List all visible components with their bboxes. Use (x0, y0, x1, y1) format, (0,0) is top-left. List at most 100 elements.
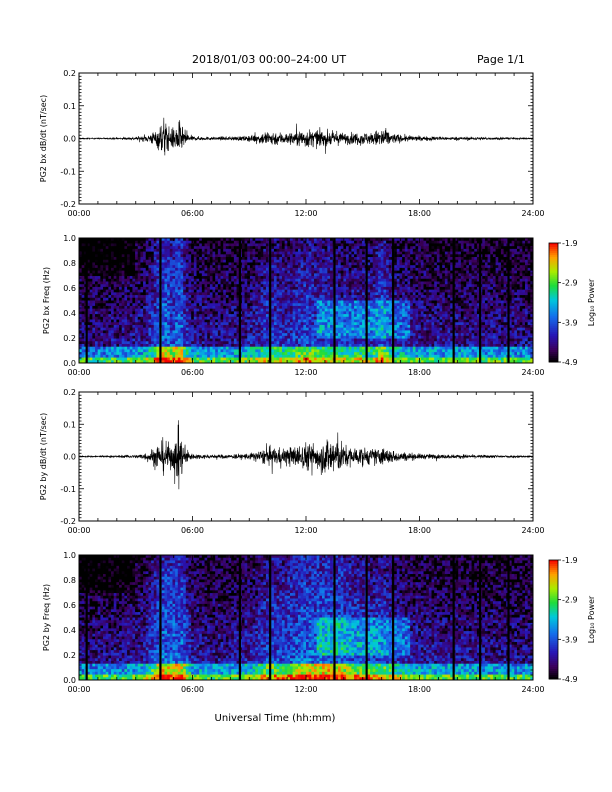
spectrogram-cell (359, 262, 363, 266)
spectrogram-cell (105, 281, 109, 285)
spectrogram-cell (191, 297, 195, 301)
spectrogram-cell (300, 246, 304, 250)
spectrogram-cell (292, 354, 296, 358)
spectrogram-cell (191, 270, 195, 274)
spectrogram-cell (151, 289, 155, 293)
spectrogram-cell (79, 289, 83, 293)
spectrogram-cell (95, 284, 99, 288)
spectrogram-cell (297, 305, 302, 310)
spectrogram-cell (303, 357, 307, 361)
spectrogram-cell (335, 289, 339, 293)
spectrogram-cell (231, 360, 235, 364)
spectrogram-cell (108, 254, 112, 258)
spectrogram-cell (292, 248, 296, 252)
spectrogram-cell (161, 270, 165, 274)
spectrogram-cell (300, 341, 304, 345)
spectrogram-cell (306, 273, 310, 277)
spectrogram-cell (306, 262, 310, 266)
spectrogram-cell (140, 257, 144, 261)
spectrogram-cell (220, 295, 224, 299)
spectrogram-cell (306, 319, 310, 323)
spectrogram-cell (335, 308, 339, 312)
spectrogram-cell (129, 327, 133, 331)
spectrogram-cell (92, 357, 96, 361)
spectrogram-cell (241, 278, 245, 282)
spectrogram-cell (255, 354, 259, 358)
spectrogram-cell (308, 292, 312, 296)
spectrogram-cell (103, 305, 107, 310)
spectrogram-cell (132, 319, 136, 323)
spectrogram-cell (161, 273, 165, 277)
spectrogram-cell (137, 352, 141, 356)
spectrogram-cell (220, 303, 224, 307)
spectrogram-cell (177, 341, 181, 345)
spectrogram-cell (297, 330, 302, 334)
spectrogram-cell (103, 352, 107, 356)
spectrogram-cell (247, 278, 251, 282)
spectrogram-cell (119, 300, 123, 304)
spectrogram-cell (97, 352, 101, 356)
spectrogram-cell (279, 352, 283, 356)
spectrogram-cell (188, 335, 192, 339)
spectrogram-cell (119, 352, 123, 356)
spectrogram-cell (212, 297, 216, 301)
spectrogram-cell (151, 303, 155, 307)
spectrogram-cell (260, 300, 264, 304)
spectrogram-cell (260, 357, 264, 361)
spectrogram-cell (319, 259, 323, 263)
spectrogram-cell (151, 246, 155, 250)
spectrogram-cell (263, 352, 267, 356)
spectrogram-cell (303, 243, 307, 247)
spectrogram-cell (343, 254, 347, 258)
spectrogram-cell (81, 284, 85, 288)
spectrogram-cell (183, 273, 187, 277)
spectrogram-cell (167, 349, 171, 353)
spectrogram-cell (207, 289, 211, 293)
spectrogram-cell (81, 273, 85, 277)
spectrogram-cell (209, 343, 213, 348)
spectrogram-cell (148, 240, 152, 244)
spectrogram-cell (338, 262, 342, 266)
spectrogram-cell (148, 319, 152, 323)
spectrogram-cell (164, 273, 168, 277)
spectrogram-cell (97, 240, 101, 244)
spectrogram-cell (143, 262, 147, 266)
spectrogram-cell (281, 284, 286, 288)
spectrogram-cell (308, 352, 312, 356)
spectrogram-cell (319, 276, 323, 280)
spectrogram-cell (105, 305, 109, 310)
spectrogram-cell (193, 322, 197, 326)
spectrogram-cell (303, 297, 307, 301)
spectrogram-cell (92, 333, 96, 337)
spectrogram-cell (284, 289, 288, 293)
spectrogram-cell (103, 349, 107, 353)
spectrogram-cell (356, 295, 360, 299)
spectrogram-cell (188, 324, 192, 329)
spectrogram-cell (185, 262, 189, 266)
spectrogram-cell (129, 338, 133, 342)
spectrogram-cell (351, 270, 355, 274)
spectrogram-cell (127, 314, 131, 318)
spectrogram-cell (92, 278, 96, 282)
spectrogram-cell (201, 270, 205, 274)
spectrogram-cell (143, 281, 147, 285)
spectrogram-cell (151, 238, 155, 242)
spectrogram-cell (177, 270, 181, 274)
spectrogram-cell (340, 251, 344, 255)
spectrogram-cell (207, 257, 211, 261)
spectrogram-cell (228, 357, 232, 361)
spectrogram-cell (311, 333, 315, 337)
spectrogram-cell (263, 322, 267, 326)
spectrogram-cell (231, 243, 235, 247)
spectrogram-cell (322, 352, 326, 356)
spectrogram-cell (113, 343, 117, 348)
spectrogram-cell (300, 259, 304, 263)
spectrogram-cell (204, 311, 208, 315)
spectrogram-cell (249, 330, 253, 334)
spectrogram-cell (244, 314, 248, 318)
spectrogram-cell (92, 297, 96, 301)
spectrogram-cell (196, 238, 200, 242)
spectrogram-cell (300, 297, 304, 301)
spectrogram-cell (249, 300, 253, 304)
spectrogram-cell (271, 305, 275, 310)
